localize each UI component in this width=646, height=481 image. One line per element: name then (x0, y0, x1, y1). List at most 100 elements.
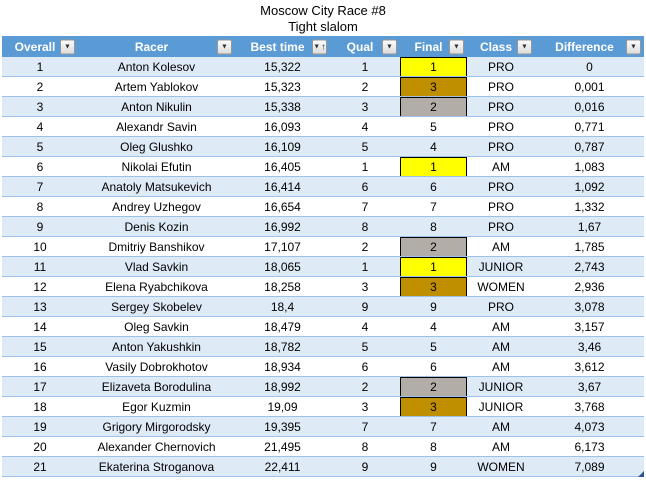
cell-class[interactable]: AM (492, 419, 510, 434)
final-medal-cell-bronze[interactable]: 3 (400, 277, 467, 296)
cell-best_time[interactable]: 16,405 (264, 159, 301, 174)
cell-racer[interactable]: Dmitriy Banshikov (108, 239, 205, 254)
cell-class[interactable]: PRO (487, 219, 514, 234)
cell-best_time[interactable]: 18,782 (264, 339, 301, 354)
cell-overall[interactable]: 20 (33, 439, 47, 454)
cell-racer[interactable]: Denis Kozin (124, 219, 189, 234)
cell-qual[interactable]: 3 (361, 279, 369, 294)
cell-racer[interactable]: Oleg Savkin (124, 319, 189, 334)
cell-final[interactable]: 4 (430, 319, 437, 334)
cell-difference[interactable]: 3,46 (577, 339, 602, 354)
cell-qual[interactable]: 8 (361, 219, 369, 234)
cell-final[interactable]: 3 (400, 397, 467, 416)
cell-racer[interactable]: Artem Yablokov (114, 79, 199, 94)
cell-final[interactable]: 6 (430, 179, 437, 194)
cell-difference[interactable]: 3,078 (574, 299, 605, 314)
cell-class[interactable]: PRO (487, 299, 514, 314)
cell-class[interactable]: PRO (487, 79, 514, 94)
cell-overall[interactable]: 19 (33, 419, 47, 434)
cell-qual[interactable]: 3 (361, 399, 369, 414)
cell-difference[interactable]: 6,173 (574, 439, 605, 454)
cell-best_time[interactable]: 18,934 (264, 359, 301, 374)
cell-final[interactable]: 3 (400, 277, 467, 296)
cell-racer[interactable]: Grigory Mirgorodsky (102, 419, 211, 434)
cell-class[interactable]: PRO (487, 139, 514, 154)
cell-final[interactable]: 9 (430, 459, 437, 474)
cell-final[interactable]: 2 (400, 97, 467, 116)
cell-qual[interactable]: 1 (361, 159, 369, 174)
cell-qual[interactable]: 5 (361, 139, 369, 154)
cell-qual[interactable]: 3 (361, 99, 369, 114)
cell-overall[interactable]: 4 (36, 119, 44, 134)
cell-racer[interactable]: Andrey Uzhegov (112, 199, 201, 214)
cell-racer[interactable]: Ekaterina Stroganova (98, 459, 215, 474)
filter-dropdown-icon[interactable]: ▼ (217, 39, 232, 54)
cell-final[interactable]: 5 (430, 119, 437, 134)
final-medal-cell-gold[interactable]: 1 (400, 57, 467, 76)
cell-class[interactable]: WOMEN (477, 459, 525, 474)
cell-overall[interactable]: 3 (36, 99, 44, 114)
cell-racer[interactable]: Vlad Savkin (124, 259, 189, 274)
cell-class[interactable]: PRO (487, 119, 514, 134)
cell-qual[interactable]: 8 (361, 439, 369, 454)
filter-dropdown-icon[interactable]: ▼ (382, 39, 397, 54)
cell-racer[interactable]: Alexandr Savin (116, 119, 197, 134)
filter-dropdown-icon[interactable]: ▼ (60, 39, 75, 54)
cell-final[interactable]: 1 (400, 257, 467, 276)
cell-difference[interactable]: 0 (586, 59, 593, 74)
cell-racer[interactable]: Anton Nikulin (121, 99, 192, 114)
cell-final[interactable]: 2 (400, 237, 467, 256)
cell-difference[interactable]: 0,787 (574, 139, 605, 154)
cell-racer[interactable]: Vasily Dobrokhotov (105, 359, 208, 374)
cell-best_time[interactable]: 15,323 (264, 79, 301, 94)
cell-best_time[interactable]: 16,093 (264, 119, 301, 134)
cell-class[interactable]: PRO (487, 199, 514, 214)
filter-dropdown-icon[interactable]: ▼ (517, 39, 532, 54)
cell-qual[interactable]: 7 (361, 199, 369, 214)
cell-final[interactable]: 9 (430, 299, 437, 314)
cell-best_time[interactable]: 18,479 (264, 319, 301, 334)
cell-overall[interactable]: 7 (36, 179, 44, 194)
cell-class[interactable]: PRO (487, 59, 514, 74)
cell-best_time[interactable]: 15,322 (264, 59, 301, 74)
cell-qual[interactable]: 4 (361, 319, 369, 334)
cell-difference[interactable]: 0,016 (574, 99, 605, 114)
cell-overall[interactable]: 12 (33, 279, 47, 294)
final-medal-cell-gold[interactable]: 1 (400, 257, 467, 276)
cell-difference[interactable]: 2,936 (574, 279, 605, 294)
cell-difference[interactable]: 0,771 (574, 119, 605, 134)
cell-difference[interactable]: 2,743 (574, 259, 605, 274)
cell-racer[interactable]: Egor Kuzmin (122, 399, 191, 414)
filter-dropdown-icon[interactable]: ▼ (626, 39, 641, 54)
cell-racer[interactable]: Anton Kolesov (117, 59, 196, 74)
cell-overall[interactable]: 21 (33, 459, 47, 474)
cell-final[interactable]: 4 (430, 139, 437, 154)
cell-racer[interactable]: Alexander Chernovich (97, 439, 216, 454)
cell-overall[interactable]: 2 (36, 79, 44, 94)
cell-difference[interactable]: 0,001 (574, 79, 605, 94)
cell-qual[interactable]: 6 (361, 359, 369, 374)
cell-class[interactable]: PRO (487, 99, 514, 114)
cell-overall[interactable]: 5 (36, 139, 44, 154)
cell-class[interactable]: AM (492, 159, 510, 174)
cell-difference[interactable]: 4,073 (574, 419, 605, 434)
cell-racer[interactable]: Nikolai Efutin (121, 159, 192, 174)
cell-qual[interactable]: 7 (361, 419, 369, 434)
cell-overall[interactable]: 13 (33, 299, 47, 314)
final-medal-cell-silver[interactable]: 2 (400, 237, 467, 256)
cell-difference[interactable]: 3,612 (574, 359, 605, 374)
cell-qual[interactable]: 2 (361, 79, 369, 94)
cell-difference[interactable]: 7,089 (574, 459, 605, 474)
cell-final[interactable]: 8 (430, 439, 437, 454)
cell-class[interactable]: PRO (487, 179, 514, 194)
cell-final[interactable]: 1 (400, 157, 467, 176)
cell-overall[interactable]: 8 (36, 199, 44, 214)
cell-overall[interactable]: 10 (33, 239, 47, 254)
table-resize-handle[interactable] (638, 471, 644, 477)
cell-racer[interactable]: Anatoly Matsukevich (101, 179, 212, 194)
cell-difference[interactable]: 3,157 (574, 319, 605, 334)
cell-final[interactable]: 8 (430, 219, 437, 234)
cell-best_time[interactable]: 16,992 (264, 219, 301, 234)
cell-overall[interactable]: 15 (33, 339, 47, 354)
cell-difference[interactable]: 1,083 (574, 159, 605, 174)
